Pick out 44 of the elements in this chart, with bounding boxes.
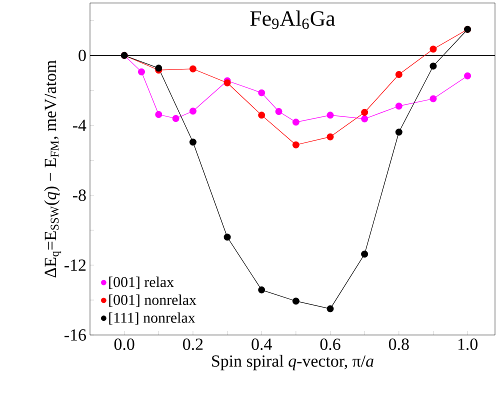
point	[326, 112, 334, 119]
x-tick-label: 0.0	[114, 338, 134, 350]
point	[430, 62, 437, 70]
y-tick-label: -8	[73, 189, 86, 201]
x-axis-title: Spin spiral q-vector, π/a	[212, 354, 374, 370]
point	[172, 115, 180, 122]
point	[292, 118, 300, 126]
point	[464, 72, 472, 80]
point	[395, 70, 402, 78]
legend-label: [111] nonrelax	[109, 312, 196, 325]
point	[189, 108, 196, 115]
y-tick-label: 0	[78, 50, 86, 62]
point	[326, 133, 334, 140]
x-tick-label: 0.8	[388, 338, 409, 350]
text: ΔE$_{q}$=E$_{SSW}$(q) − E$_{FM}$, meV/atom	[44, 60, 62, 278]
point	[430, 95, 437, 102]
x-tick-label: 0.2	[183, 338, 203, 350]
x-tick-label: 0.4	[252, 338, 272, 350]
point	[430, 46, 437, 53]
point	[189, 138, 196, 146]
point	[138, 68, 145, 76]
point	[258, 89, 266, 96]
y-tick-label: -12	[64, 259, 86, 271]
point	[395, 102, 402, 110]
legend-label: [001] nonrelax	[109, 294, 196, 307]
point	[292, 141, 300, 148]
point	[275, 108, 282, 116]
point	[258, 286, 266, 294]
point	[361, 115, 368, 122]
point	[189, 65, 196, 72]
point	[361, 250, 368, 258]
y-tick-label: -16	[64, 329, 86, 341]
x-tick-label: 0.6	[320, 338, 340, 350]
point	[292, 298, 300, 305]
y-tick-label: -4	[73, 120, 86, 131]
x-tick-label: 1.0	[458, 338, 478, 350]
legend-label: [001] relax	[109, 276, 174, 289]
point	[155, 110, 162, 118]
point	[326, 305, 334, 312]
point	[361, 108, 368, 116]
point	[224, 234, 231, 241]
point	[258, 112, 266, 119]
chart-title: Fe$_{9}$Al$_{6}$Ga	[250, 10, 336, 29]
point	[395, 128, 402, 136]
